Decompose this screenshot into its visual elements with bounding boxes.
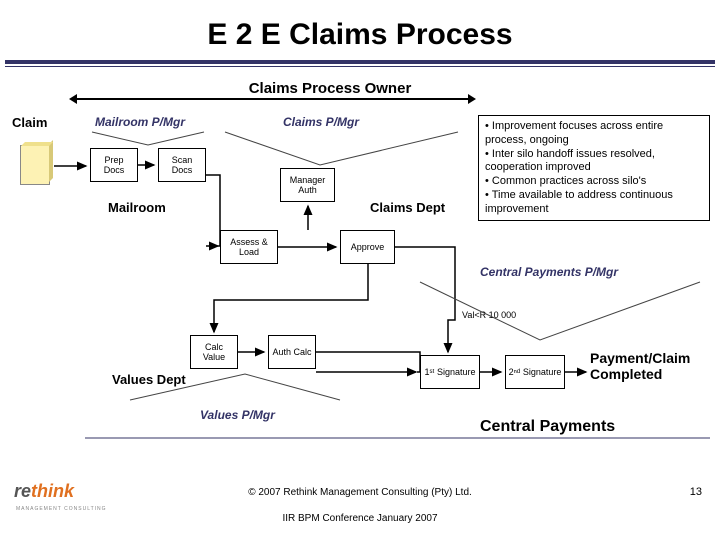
owner-span-arrow: [75, 98, 470, 100]
owner-label: Claims Process Owner: [180, 80, 480, 97]
step-manager-auth: Manager Auth: [280, 168, 335, 202]
page-title: E 2 E Claims Process: [0, 0, 720, 52]
step-second-sig: 2ⁿᵈ Signature: [505, 355, 565, 389]
page-number: 13: [690, 486, 702, 498]
rule-thick: [5, 60, 715, 64]
step-assess-load: Assess & Load: [220, 230, 278, 264]
footer-conference: IIR BPM Conference January 2007: [0, 513, 720, 524]
role-central-payments-pmgr: Central Payments P/Mgr: [480, 265, 618, 279]
footer-copyright: © 2007 Rethink Management Consulting (Pt…: [0, 487, 720, 498]
bullet-2: • Inter silo handoff issues resolved, co…: [485, 148, 703, 176]
step-auth-calc: Auth Calc: [268, 335, 316, 369]
role-payment-completed: Payment/Claim Completed: [590, 350, 710, 382]
role-central-payments: Central Payments: [480, 418, 615, 436]
bullet-3: • Common practices across silo's: [485, 175, 703, 189]
step-first-sig: 1ˢᵗ Signature: [420, 355, 480, 389]
role-values-pmgr: Values P/Mgr: [200, 408, 275, 422]
role-claims-pmgr: Claims P/Mgr: [283, 115, 359, 129]
role-claim: Claim: [12, 115, 47, 130]
step-prep-docs: Prep Docs: [90, 148, 138, 182]
role-claims-dept: Claims Dept: [370, 200, 445, 215]
step-scan-docs: Scan Docs: [158, 148, 206, 182]
bullets-panel: • Improvement focuses across entire proc…: [478, 115, 710, 221]
bullet-1: • Improvement focuses across entire proc…: [485, 120, 703, 148]
rule-thin: [5, 66, 715, 67]
bullet-4: • Time available to address continuous i…: [485, 189, 703, 217]
role-mailroom: Mailroom: [108, 200, 166, 215]
condition-label: Val<R 10 000: [462, 310, 516, 320]
step-calc-value: Calc Value: [190, 335, 238, 369]
role-mailroom-pmgr: Mailroom P/Mgr: [95, 115, 185, 129]
claim-cube: [20, 145, 50, 185]
logo-subtitle: MANAGEMENT CONSULTING: [16, 506, 107, 512]
step-approve: Approve: [340, 230, 395, 264]
role-values-dept: Values Dept: [112, 372, 186, 387]
